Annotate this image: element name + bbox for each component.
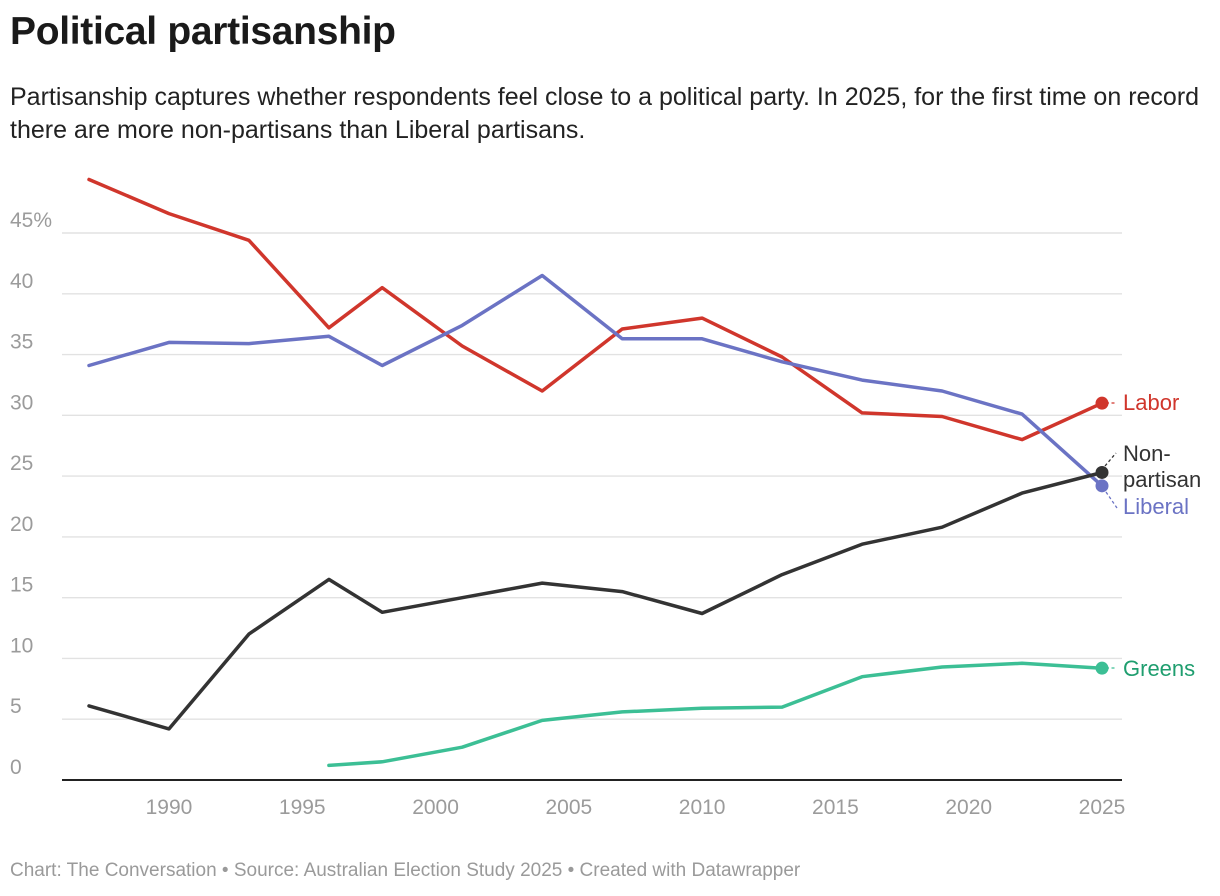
series-lines <box>87 177 1109 768</box>
y-tick-label: 10 <box>10 634 33 657</box>
label-leader-non-partisan <box>1104 452 1117 467</box>
y-tick-label: 25 <box>10 452 33 475</box>
x-axis-ticks: 1990 1995 2000 2005 2010 2015 2020 2025 <box>146 796 1126 819</box>
y-axis-ticks: 0 5 10 15 20 25 30 35 40 45% <box>10 209 52 779</box>
end-point-non-partisan <box>1095 465 1109 479</box>
x-tick-label: 2010 <box>679 796 726 819</box>
end-point-greens <box>1095 661 1109 675</box>
y-tick-label: 30 <box>10 391 33 414</box>
x-tick-label: 2005 <box>545 796 592 819</box>
x-tick-label: 1995 <box>279 796 326 819</box>
x-tick-label: 2015 <box>812 796 859 819</box>
series-label-greens: Greens <box>1123 656 1195 681</box>
label-leader-liberal <box>1105 491 1118 509</box>
y-tick-label: 45% <box>10 209 52 232</box>
series-label-labor: Labor <box>1123 390 1179 415</box>
y-tick-label: 40 <box>10 270 33 293</box>
y-tick-label: 5 <box>10 695 22 718</box>
end-point-liberal <box>1095 479 1109 493</box>
end-point-labor <box>1095 396 1109 410</box>
chart-footer-credit: Chart: The Conversation • Source: Austra… <box>10 860 801 881</box>
x-tick-label: 2000 <box>412 796 459 819</box>
chart-subtitle: Partisanship captures whether respondent… <box>10 83 1200 144</box>
y-tick-label: 20 <box>10 513 33 536</box>
x-tick-label: 2020 <box>945 796 992 819</box>
series-line-non-partisan <box>87 470 1104 731</box>
y-tick-label: 15 <box>10 574 33 597</box>
y-tick-label: 0 <box>10 756 22 779</box>
series-label-liberal: Liberal <box>1123 494 1189 519</box>
y-tick-label: 35 <box>10 331 33 354</box>
series-label-non-partisan: Non-partisan <box>1123 441 1201 492</box>
series-line-labor <box>87 177 1104 442</box>
x-tick-label: 2025 <box>1079 796 1126 819</box>
chart-title: Political partisanship <box>10 10 396 53</box>
series-line-greens <box>327 661 1104 768</box>
x-tick-label: 1990 <box>146 796 193 819</box>
series-line-liberal <box>87 273 1104 488</box>
